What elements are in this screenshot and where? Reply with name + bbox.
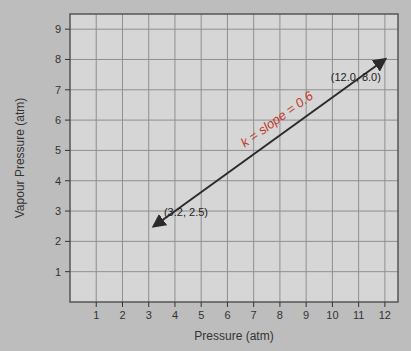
x-tick	[148, 302, 149, 307]
x-tick	[253, 302, 254, 307]
point-annotation: (12.0, 8.0)	[331, 71, 381, 83]
x-grid	[96, 14, 97, 302]
chart: 123456789101112123456789Pressure (atm)Va…	[0, 0, 411, 351]
y-tick-label: 8	[55, 53, 61, 65]
y-tick	[65, 59, 70, 60]
y-tick-label: 6	[55, 114, 61, 126]
x-tick-label: 12	[379, 309, 391, 321]
x-tick-label: 4	[172, 309, 178, 321]
y-grid	[70, 29, 398, 30]
x-tick-label: 8	[277, 309, 283, 321]
y-tick-label: 9	[55, 23, 61, 35]
y-tick-label: 1	[55, 266, 61, 278]
x-tick	[201, 302, 202, 307]
y-tick	[65, 180, 70, 181]
x-tick	[96, 302, 97, 307]
point-annotation: (3.2, 2.5)	[164, 206, 208, 218]
x-tick	[279, 302, 280, 307]
y-grid	[70, 59, 398, 60]
x-axis-label: Pressure (atm)	[194, 329, 273, 343]
data-group	[154, 59, 385, 226]
y-tick-label: 3	[55, 205, 61, 217]
x-tick-label: 6	[224, 309, 230, 321]
x-grid	[201, 14, 202, 302]
x-tick-label: 10	[326, 309, 338, 321]
x-tick	[174, 302, 175, 307]
y-tick	[65, 29, 70, 30]
x-tick-label: 5	[198, 309, 204, 321]
x-grid	[358, 14, 359, 302]
x-tick	[227, 302, 228, 307]
x-grid	[253, 14, 254, 302]
data-line	[154, 59, 385, 226]
x-grid	[306, 14, 307, 302]
x-tick-label: 2	[119, 309, 125, 321]
x-tick	[384, 302, 385, 307]
y-grid	[70, 150, 398, 151]
x-grid	[227, 14, 228, 302]
y-tick-label: 7	[55, 84, 61, 96]
x-grid	[174, 14, 175, 302]
y-tick-label: 4	[55, 175, 61, 187]
y-grid	[70, 89, 398, 90]
y-tick	[65, 120, 70, 121]
x-tick-label: 1	[93, 309, 99, 321]
x-tick	[358, 302, 359, 307]
y-tick	[65, 241, 70, 242]
plot-frame	[70, 14, 398, 302]
x-grid	[279, 14, 280, 302]
y-tick-label: 2	[55, 235, 61, 247]
x-tick-label: 11	[353, 309, 364, 321]
x-tick-label: 7	[251, 309, 257, 321]
slope-annotation: k = slope = 0.6	[238, 88, 317, 151]
background	[0, 0, 411, 351]
y-axis-label: Vapour Pressure (atm)	[13, 98, 27, 219]
y-tick	[65, 150, 70, 151]
y-tick	[65, 271, 70, 272]
x-tick	[306, 302, 307, 307]
x-tick	[332, 302, 333, 307]
y-grid	[70, 241, 398, 242]
x-tick	[122, 302, 123, 307]
x-tick-label: 3	[146, 309, 152, 321]
x-grid	[332, 14, 333, 302]
x-tick-label: 9	[303, 309, 309, 321]
y-tick	[65, 211, 70, 212]
x-grid	[122, 14, 123, 302]
chart-wrap: 123456789101112123456789Pressure (atm)Va…	[0, 0, 411, 351]
y-grid	[70, 120, 398, 121]
y-grid	[70, 180, 398, 181]
x-grid	[148, 14, 149, 302]
x-grid	[384, 14, 385, 302]
y-tick	[65, 89, 70, 90]
y-tick-label: 5	[55, 144, 61, 156]
y-grid	[70, 211, 398, 212]
plot-area	[70, 14, 398, 302]
y-grid	[70, 271, 398, 272]
